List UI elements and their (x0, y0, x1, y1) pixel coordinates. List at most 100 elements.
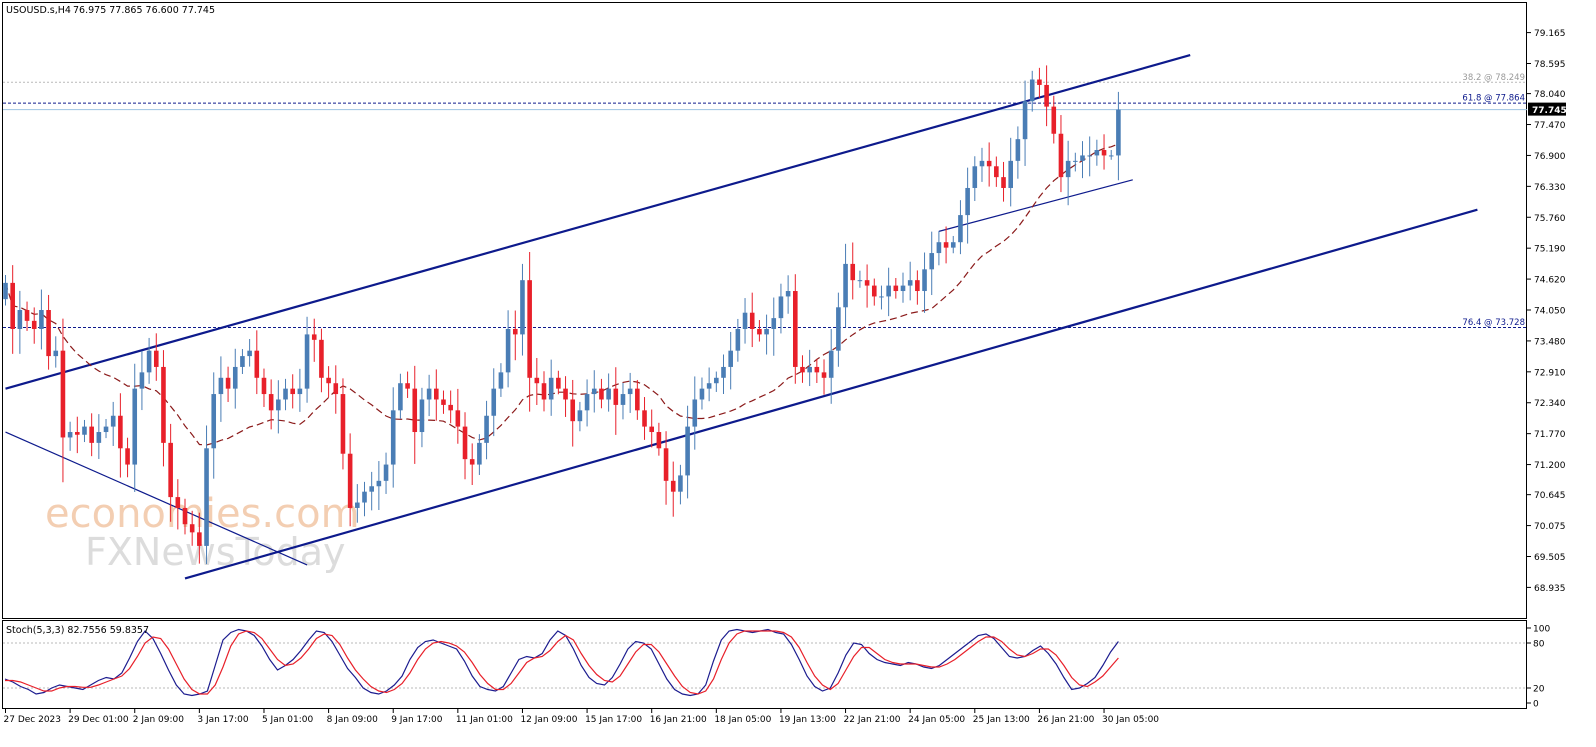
main-panel-frame (2, 2, 1527, 619)
stoch-tick-label: 0 (1533, 700, 1539, 710)
candle-body (82, 426, 87, 435)
y-tick-label: 69.505 (1534, 553, 1566, 563)
candle-body (441, 399, 446, 405)
x-tick-label: 3 Jan 17:00 (197, 715, 249, 725)
candle-body (678, 475, 683, 492)
candle-body (1029, 79, 1035, 102)
candle-body (577, 410, 583, 422)
candle-body (534, 377, 540, 384)
x-tick-label: 2 Jan 09:00 (133, 715, 185, 725)
candle-body (477, 442, 482, 465)
candle-body (814, 366, 820, 373)
candle-body (627, 388, 633, 395)
candle-body (24, 310, 30, 321)
candle-body (390, 410, 396, 465)
candle-body (850, 263, 856, 281)
candle-body (742, 312, 748, 329)
candle-body (1087, 155, 1092, 157)
candle-body (1101, 150, 1107, 156)
x-tick-label: 19 Jan 13:00 (779, 715, 836, 725)
x-tick-label: 12 Jan 09:00 (520, 715, 577, 725)
candle-body (972, 166, 978, 188)
moving-average-line (4, 143, 1119, 446)
candle-body (1080, 155, 1085, 161)
candle-body (39, 310, 44, 329)
candle-body (211, 394, 217, 449)
candle-body (1022, 101, 1028, 140)
candle-body (369, 486, 374, 492)
candle-body (1065, 160, 1071, 178)
candle-body (907, 280, 913, 286)
candle-body (96, 432, 102, 443)
x-tick-label: 5 Jan 01:00 (262, 715, 314, 725)
y-tick-label: 77.470 (1534, 121, 1566, 131)
x-tick-label: 27 Dec 2023 (4, 715, 62, 725)
candle-body (785, 291, 791, 297)
candle-body (362, 491, 367, 503)
candle-body (692, 399, 698, 427)
candle-body (635, 388, 640, 411)
candle-body (240, 356, 245, 367)
candle-body (462, 426, 468, 460)
candle-body (793, 291, 798, 367)
candle-body (355, 502, 360, 508)
candle-body (340, 394, 346, 454)
candle-body (118, 415, 123, 449)
candle-body (649, 426, 654, 433)
candle-body (548, 377, 554, 400)
candle-body (828, 350, 834, 378)
x-tick-label: 9 Jan 17:00 (391, 715, 443, 725)
candle-body (656, 432, 662, 449)
candle-body (512, 328, 518, 335)
candle-body (642, 410, 647, 427)
x-tick-label: 29 Dec 01:00 (68, 715, 129, 725)
candle-body (570, 399, 576, 422)
current-price-tag (1528, 102, 1566, 116)
candle-body (584, 394, 590, 411)
candle-body (197, 532, 202, 546)
candle-body (599, 388, 604, 400)
candle-body (469, 459, 475, 465)
candle-body (31, 320, 37, 329)
candle-body (326, 377, 331, 384)
candle-body (1037, 79, 1042, 85)
candle-body (182, 507, 188, 525)
candle-body (498, 372, 504, 389)
candle-body (922, 269, 927, 292)
y-tick-label: 79.165 (1534, 29, 1566, 39)
candle-body (75, 432, 80, 435)
candle-body (606, 388, 611, 400)
moving-average (4, 143, 1119, 446)
candle-body (893, 285, 899, 292)
watermark-line1: economies.com (45, 491, 360, 537)
stoch-panel-frame (2, 620, 1527, 709)
candle-body (771, 318, 777, 329)
candle-body (491, 388, 497, 416)
candle-body (685, 426, 690, 476)
candle-body (836, 307, 841, 351)
stoch-tick-label: 20 (1533, 685, 1545, 695)
trendline-falling-line (5, 431, 308, 566)
candle-body (218, 377, 224, 395)
candle-body (563, 388, 568, 400)
candle-body (283, 388, 288, 400)
candle-body (1116, 109, 1121, 156)
candle-body (1094, 150, 1100, 156)
candle-body (146, 350, 152, 373)
candle-body (879, 296, 884, 298)
candle-body (189, 524, 195, 533)
candle-body (1108, 155, 1114, 157)
candle-body (383, 464, 389, 481)
candle-body (103, 426, 109, 433)
candle-body (807, 366, 812, 373)
candle-body (735, 328, 741, 351)
candle-body (541, 383, 547, 400)
candle-body (721, 366, 726, 378)
candle-body (527, 280, 532, 378)
stochastic-panel: 100 80 20 0 (3, 625, 1550, 710)
candle-body (333, 383, 339, 395)
stoch-tick-label: 80 (1533, 640, 1545, 650)
candle-body (426, 388, 432, 400)
candle-body (304, 334, 310, 389)
